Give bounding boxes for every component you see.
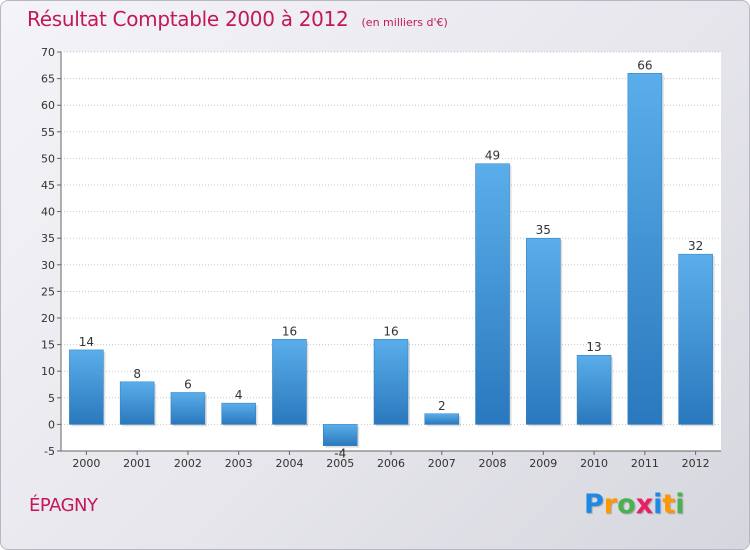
logo-letter: i xyxy=(653,489,663,520)
x-tick-label: 2002 xyxy=(174,457,202,470)
y-tick-label: 40 xyxy=(41,206,55,219)
logo-letter: r xyxy=(603,489,618,520)
value-label: 6 xyxy=(184,377,192,391)
bar xyxy=(576,354,612,425)
bar xyxy=(119,381,155,425)
logo-letter: P xyxy=(584,489,604,520)
bar xyxy=(526,237,561,425)
y-tick-label: 10 xyxy=(41,365,55,378)
x-tick-label: 2005 xyxy=(326,457,354,470)
value-label: 4 xyxy=(235,388,243,402)
value-label: 8 xyxy=(133,367,141,381)
logo-letter: o xyxy=(617,489,636,520)
x-tick-label: 2008 xyxy=(479,457,507,470)
x-tick-label: 2000 xyxy=(72,457,100,470)
y-tick-label: -5 xyxy=(44,445,55,458)
bar xyxy=(475,163,510,425)
x-tick-label: 2001 xyxy=(123,457,151,470)
value-label: 35 xyxy=(536,223,551,237)
y-tick-label: 45 xyxy=(41,179,55,192)
value-label: 14 xyxy=(79,335,94,349)
proxiti-logo: Proxiti xyxy=(584,489,685,520)
value-label: 32 xyxy=(688,239,703,253)
x-tick-label: 2006 xyxy=(377,457,405,470)
x-tick-label: 2007 xyxy=(428,457,456,470)
x-tick-label: 2003 xyxy=(225,457,253,470)
value-label: 13 xyxy=(586,340,601,354)
bar xyxy=(221,402,256,425)
logo-letter: i xyxy=(675,489,685,520)
bar xyxy=(170,392,206,425)
y-tick-label: 55 xyxy=(41,126,55,139)
value-label: 16 xyxy=(383,324,398,338)
x-tick-label: 2010 xyxy=(580,457,608,470)
y-tick-label: 0 xyxy=(48,418,55,431)
y-tick-label: 20 xyxy=(41,312,55,325)
logo-letter: t xyxy=(662,489,676,520)
bar xyxy=(322,424,358,446)
bar xyxy=(373,339,409,425)
value-label: 49 xyxy=(485,149,500,163)
y-tick-label: 50 xyxy=(41,152,55,165)
value-label: 66 xyxy=(637,58,652,72)
y-tick-label: 25 xyxy=(41,285,55,298)
y-tick-label: 35 xyxy=(41,232,55,245)
logo-letter: x xyxy=(635,489,654,520)
bar xyxy=(678,253,713,425)
x-tick-label: 2004 xyxy=(275,457,303,470)
x-tick-label: 2012 xyxy=(682,457,710,470)
x-tick-label: 2011 xyxy=(631,457,659,470)
bar xyxy=(627,73,663,425)
chart-subtitle: (en milliers d'€) xyxy=(361,16,448,29)
y-tick-label: 15 xyxy=(41,339,55,352)
place-name: ÉPAGNY xyxy=(29,495,98,516)
bar xyxy=(69,349,104,425)
y-tick-label: 65 xyxy=(41,73,55,86)
bar xyxy=(424,413,460,425)
title-row: Résultat Comptable 2000 à 2012 (en milli… xyxy=(27,7,448,31)
y-tick-label: 30 xyxy=(41,259,55,272)
value-label: 16 xyxy=(282,324,297,338)
value-label: 2 xyxy=(438,399,446,413)
y-tick-label: 5 xyxy=(48,392,55,405)
chart-title: Résultat Comptable 2000 à 2012 xyxy=(27,7,349,31)
x-tick-label: 2009 xyxy=(529,457,557,470)
y-tick-label: 60 xyxy=(41,99,55,112)
bar xyxy=(272,339,307,425)
y-tick-label: 70 xyxy=(41,46,55,59)
